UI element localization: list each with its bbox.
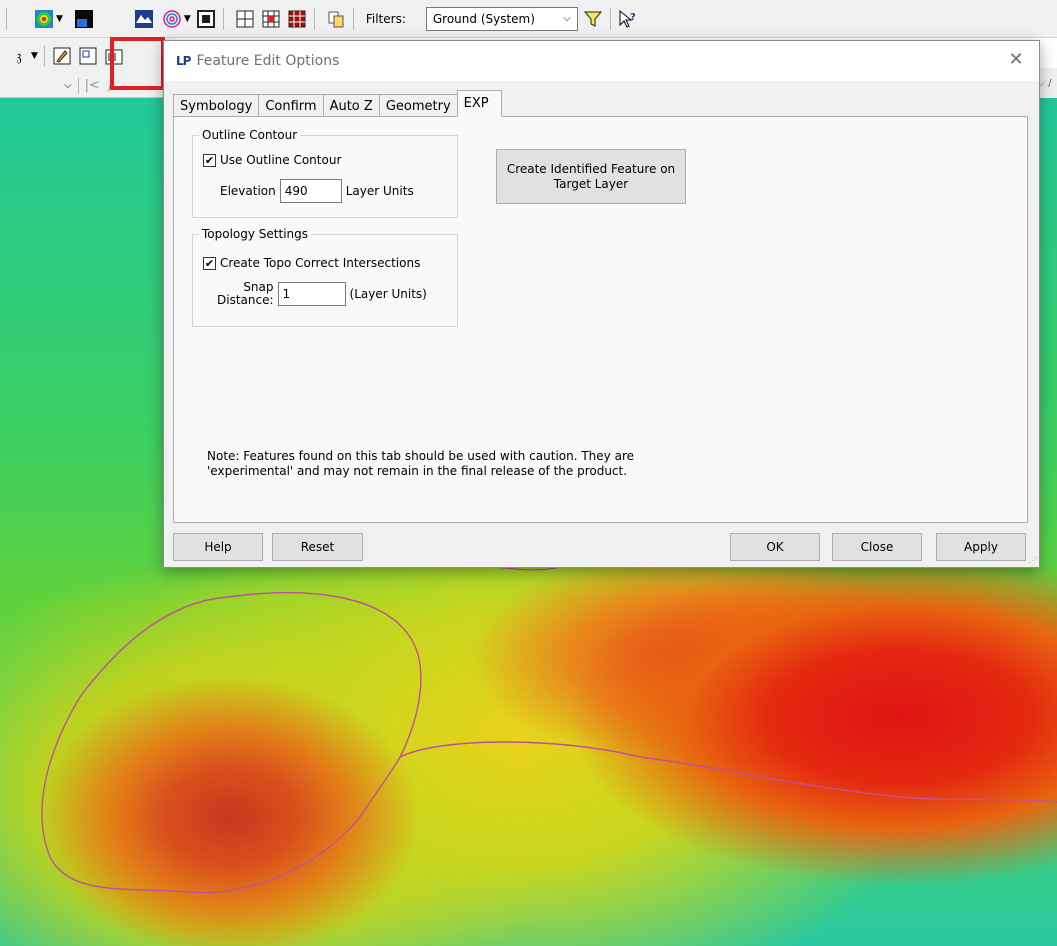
copy-icon[interactable] bbox=[325, 8, 347, 30]
apply-button[interactable]: Apply bbox=[936, 533, 1026, 561]
grid-dark-icon[interactable] bbox=[286, 8, 308, 30]
crop-icon[interactable] bbox=[195, 8, 217, 30]
edit-tool-icon[interactable]: 𝔷 bbox=[16, 47, 22, 65]
elevation-value: 490 bbox=[284, 184, 308, 198]
toolbar-separator bbox=[43, 45, 45, 67]
experimental-note: Note: Features found on this tab should … bbox=[207, 449, 634, 478]
topo-correct-row: ✔ Create Topo Correct Intersections bbox=[203, 256, 420, 270]
toolbar-separator bbox=[222, 7, 224, 30]
chevron-down-icon[interactable]: ▼ bbox=[31, 51, 38, 61]
chevron-down-icon[interactable]: ▼ bbox=[183, 13, 191, 24]
group-title: Topology Settings bbox=[199, 227, 312, 241]
topology-settings-group: Topology Settings ✔ Create Topo Correct … bbox=[192, 227, 458, 327]
feature-info-icon[interactable] bbox=[77, 45, 99, 67]
highlight-annotation bbox=[110, 37, 165, 90]
tab-strip: Symbology Confirm Auto Z Geometry EXP bbox=[173, 90, 502, 117]
topo-correct-label: Create Topo Correct Intersections bbox=[220, 256, 421, 270]
toolbar-separator bbox=[6, 7, 7, 30]
feature-edit-options-dialog: LP Feature Edit Options ✕ Symbology Conf… bbox=[163, 40, 1040, 568]
filter-select[interactable]: Ground (System) ⌵ bbox=[425, 6, 578, 31]
elevation-label: Elevation bbox=[220, 184, 276, 198]
elevation-row: Elevation 490 Layer Units bbox=[220, 179, 414, 203]
fingerprint-icon[interactable] bbox=[161, 8, 183, 30]
snap-distance-value: 1 bbox=[282, 287, 291, 301]
grid-red-icon[interactable] bbox=[260, 8, 282, 30]
dialog-titlebar[interactable]: LP Feature Edit Options ✕ bbox=[164, 41, 1039, 81]
filter-select-value: Ground (System) bbox=[432, 11, 535, 26]
contour-icon[interactable] bbox=[73, 8, 95, 30]
ok-button[interactable]: OK bbox=[730, 533, 820, 561]
tab-geometry[interactable]: Geometry bbox=[378, 94, 458, 117]
close-icon[interactable]: ✕ bbox=[1008, 49, 1024, 70]
filter-funnel-icon[interactable] bbox=[582, 8, 604, 30]
help-pointer-icon[interactable]: ? bbox=[617, 8, 639, 30]
elevation-units: Layer Units bbox=[345, 184, 414, 198]
toolbar-separator bbox=[77, 77, 79, 94]
toolbar-separator bbox=[313, 7, 315, 30]
snap-distance-input[interactable]: 1 bbox=[277, 282, 346, 306]
help-button[interactable]: Help bbox=[173, 533, 263, 561]
svg-text:?: ? bbox=[630, 12, 636, 23]
reset-button[interactable]: Reset bbox=[272, 533, 363, 561]
chevron-down-icon[interactable]: ⌵ bbox=[64, 80, 72, 91]
snap-distance-units: (Layer Units) bbox=[349, 287, 427, 301]
grid-icon[interactable] bbox=[234, 8, 256, 30]
profile-icon[interactable] bbox=[133, 8, 155, 30]
tab-auto-z[interactable]: Auto Z bbox=[322, 94, 380, 117]
elevation-input[interactable]: 490 bbox=[279, 179, 342, 203]
app-logo-icon: LP bbox=[176, 54, 191, 68]
create-identified-feature-button[interactable]: Create Identified Feature on Target Laye… bbox=[496, 149, 686, 204]
group-title: Outline Contour bbox=[199, 128, 301, 142]
use-outline-contour-row: ✔ Use Outline Contour bbox=[203, 153, 341, 167]
dialog-title: Feature Edit Options bbox=[196, 53, 340, 69]
topo-correct-checkbox[interactable]: ✔ bbox=[203, 256, 216, 270]
snap-distance-label: Snap Distance: bbox=[217, 280, 274, 307]
first-page-icon[interactable]: |< bbox=[84, 78, 100, 93]
tab-exp[interactable]: EXP bbox=[456, 90, 502, 117]
outline-contour-group: Outline Contour ✔ Use Outline Contour El… bbox=[192, 128, 458, 218]
slash-icon[interactable]: / bbox=[107, 78, 112, 93]
toolbar-separator bbox=[609, 7, 611, 30]
edit-attributes-icon[interactable] bbox=[51, 45, 73, 67]
secondary-toolbar: 𝔷 ▼ bbox=[0, 38, 175, 74]
tab-confirm[interactable]: Confirm bbox=[258, 94, 324, 117]
main-toolbar: ▼ ▼ Filters: Ground (System) ⌵ ? bbox=[0, 0, 1057, 38]
exp-tab-panel: Outline Contour ✔ Use Outline Contour El… bbox=[173, 116, 1028, 523]
use-outline-contour-label: Use Outline Contour bbox=[220, 153, 342, 167]
filters-label: Filters: bbox=[365, 11, 406, 26]
toolbar-separator bbox=[352, 7, 354, 30]
snap-distance-row: Snap Distance: 1 (Layer Units) bbox=[217, 281, 427, 307]
color-map-icon[interactable] bbox=[33, 8, 55, 30]
chevron-down-icon[interactable]: ▼ bbox=[56, 13, 63, 24]
chevron-down-icon: ⌵ bbox=[563, 13, 571, 24]
resize-grip-icon[interactable]: ⋰ bbox=[1029, 556, 1037, 565]
close-button[interactable]: Close bbox=[832, 533, 922, 561]
use-outline-contour-checkbox[interactable]: ✔ bbox=[203, 153, 216, 167]
tab-symbology[interactable]: Symbology bbox=[173, 94, 260, 117]
